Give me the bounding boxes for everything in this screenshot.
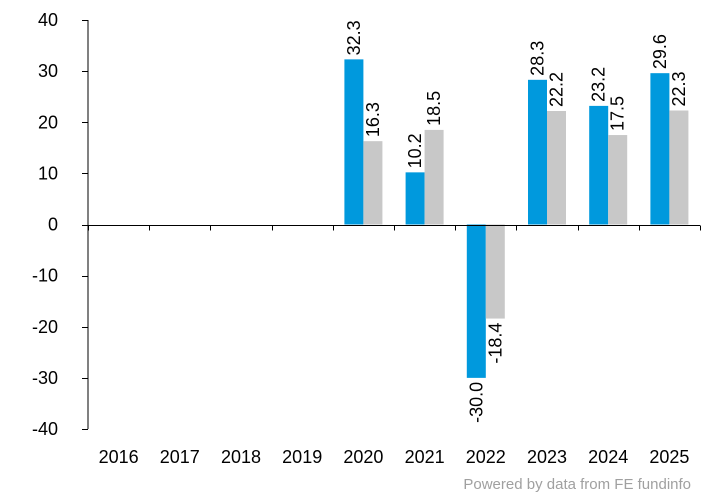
- bars: [344, 59, 689, 378]
- footer-credit: Powered by data from FE fundinfo: [463, 476, 691, 493]
- data-label-series-2: 22.2: [547, 72, 567, 107]
- data-label-series-2: 22.3: [669, 71, 689, 106]
- x-tick-label: 2019: [282, 447, 322, 467]
- y-tick-label: -40: [32, 419, 58, 439]
- bar-series-1: [650, 73, 670, 225]
- data-label-series-2: -18.4: [485, 323, 505, 364]
- data-label-series-2: 16.3: [363, 102, 383, 137]
- data-label-series-2: 18.5: [424, 91, 444, 126]
- y-tick-label: 10: [38, 163, 58, 183]
- data-label-series-2: 17.5: [608, 96, 628, 131]
- y-tick-label: 40: [38, 10, 58, 30]
- data-label-series-1: 29.6: [650, 34, 670, 69]
- y-tick-label: -10: [32, 266, 58, 286]
- y-tick-label: 20: [38, 112, 58, 132]
- bar-series-1: [589, 105, 609, 225]
- y-tick-label: -30: [32, 368, 58, 388]
- x-tick-label: 2021: [405, 447, 445, 467]
- bar-series-1: [405, 172, 425, 225]
- x-tick-label: 2025: [649, 447, 689, 467]
- bar-series-2: [485, 224, 505, 319]
- bar-series-1: [528, 79, 547, 225]
- data-labels: 32.3 16.3 10.2 18.5 -30.0 -18.4 28.322.2 23.217…: [344, 20, 689, 423]
- data-label-series-1: -30.0: [466, 382, 486, 423]
- x-tick-label: 2024: [588, 447, 628, 467]
- x-tick-label: 2016: [99, 447, 139, 467]
- bar-series-2: [608, 135, 628, 225]
- data-label-series-1: 28.3: [528, 41, 548, 76]
- y-tick-label: 0: [48, 215, 58, 235]
- data-label-series-1: 32.3: [344, 20, 364, 55]
- x-tick-label: 2020: [343, 447, 383, 467]
- bar-series-2: [669, 110, 689, 225]
- data-label-series-1: 10.2: [405, 133, 425, 168]
- x-axis: 2016 2017 2018 2019 2020 2021 2022 2023 2024 2025: [88, 225, 701, 467]
- bar-series-2: [547, 111, 566, 225]
- x-tick-label: 2022: [466, 447, 506, 467]
- y-tick-label: 30: [38, 61, 58, 81]
- y-tick-label: -20: [32, 317, 58, 337]
- x-tick-label: 2023: [527, 447, 567, 467]
- bar-series-1: [466, 224, 486, 378]
- y-axis: -40 -30 -20 -10 0 10 20 30 40: [32, 10, 89, 439]
- bar-series-2: [363, 141, 383, 225]
- x-tick-label: 2017: [160, 447, 200, 467]
- bar-series-1: [344, 59, 364, 225]
- x-tick-label: 2018: [221, 447, 261, 467]
- bar-series-2: [424, 129, 444, 225]
- data-label-series-1: 23.2: [589, 67, 609, 102]
